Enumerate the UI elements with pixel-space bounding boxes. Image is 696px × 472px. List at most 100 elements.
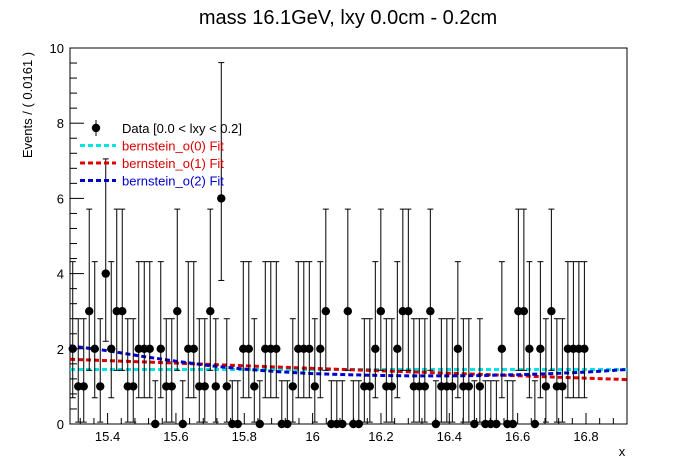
legend-label: Data [0.0 < lxy < 0.2] bbox=[122, 121, 242, 136]
data-point bbox=[426, 208, 435, 371]
data-marker bbox=[387, 382, 397, 391]
data-point bbox=[530, 380, 540, 429]
data-marker bbox=[222, 382, 231, 391]
data-point bbox=[134, 261, 143, 399]
legend-entry-fit-0: bernstein_o(0) Fit bbox=[80, 139, 224, 154]
data-marker bbox=[101, 269, 110, 278]
data-point bbox=[283, 380, 292, 429]
data-point bbox=[519, 208, 529, 371]
data-point bbox=[299, 261, 309, 399]
data-point bbox=[140, 261, 149, 399]
data-point bbox=[376, 208, 386, 371]
data-point bbox=[365, 318, 375, 423]
data-point bbox=[156, 261, 165, 399]
data-point bbox=[492, 380, 501, 429]
data-point bbox=[305, 261, 314, 399]
data-marker bbox=[464, 382, 474, 391]
data-point bbox=[233, 380, 242, 429]
data-point bbox=[261, 261, 270, 399]
data-point bbox=[541, 318, 551, 423]
data-marker bbox=[90, 344, 99, 353]
data-point bbox=[118, 208, 127, 371]
data-point bbox=[129, 318, 138, 423]
data-marker bbox=[365, 382, 375, 391]
data-point bbox=[514, 208, 523, 371]
x-tick-label: 15.8 bbox=[232, 429, 257, 444]
data-marker bbox=[475, 382, 485, 391]
y-tick-label: 4 bbox=[57, 267, 64, 282]
data-marker bbox=[404, 307, 413, 316]
data-marker bbox=[217, 194, 226, 203]
data-point bbox=[90, 261, 99, 399]
x-tick-label: 16 bbox=[305, 429, 319, 444]
data-point bbox=[404, 208, 413, 371]
data-marker bbox=[211, 382, 220, 391]
x-tick-label: 16.8 bbox=[573, 429, 598, 444]
plot-area: 15.4 15.6 15.8 16 16.2 16.4 16.6 16.8 0 2 4 6 8 10 bbox=[50, 41, 628, 444]
data-point bbox=[200, 318, 209, 423]
legend-entry-data: Data [0.0 < lxy < 0.2] bbox=[91, 120, 242, 136]
y-tick-label: 10 bbox=[50, 41, 64, 56]
data-marker bbox=[255, 419, 264, 429]
data-point bbox=[310, 318, 320, 423]
data-marker bbox=[156, 344, 165, 353]
data-point bbox=[244, 261, 253, 399]
data-marker bbox=[173, 307, 182, 316]
data-marker bbox=[250, 382, 259, 391]
data-marker bbox=[536, 344, 545, 353]
data-point bbox=[453, 261, 463, 399]
data-marker bbox=[68, 344, 77, 353]
data-marker bbox=[420, 382, 430, 391]
data-point bbox=[222, 318, 231, 423]
data-point bbox=[294, 261, 303, 399]
data-point bbox=[387, 318, 397, 423]
data-marker bbox=[338, 419, 347, 429]
y-tick-label: 2 bbox=[57, 342, 64, 357]
data-point bbox=[371, 261, 380, 399]
data-point bbox=[536, 261, 545, 399]
data-marker bbox=[497, 344, 507, 353]
data-marker bbox=[129, 382, 138, 391]
data-point bbox=[167, 318, 176, 423]
data-marker bbox=[525, 344, 534, 353]
legend-entry-fit-1: bernstein_o(1) Fit bbox=[80, 156, 224, 171]
data-point bbox=[464, 318, 474, 423]
x-tick-label: 16.6 bbox=[505, 429, 530, 444]
data-marker bbox=[206, 307, 215, 316]
legend-entry-fit-2: bernstein_o(2) Fit bbox=[80, 174, 224, 189]
data-point bbox=[431, 380, 441, 429]
data-point bbox=[178, 380, 187, 429]
data-point bbox=[184, 261, 193, 399]
data-point bbox=[547, 208, 556, 371]
data-point bbox=[420, 318, 430, 423]
y-tick-label: 8 bbox=[57, 116, 64, 131]
y-tick-label: 0 bbox=[57, 417, 64, 432]
data-marker bbox=[530, 419, 540, 429]
data-marker bbox=[107, 344, 116, 353]
data-marker bbox=[151, 419, 160, 429]
data-point bbox=[255, 380, 264, 429]
data-marker bbox=[233, 419, 242, 429]
data-marker bbox=[371, 344, 380, 353]
data-point bbox=[79, 318, 88, 423]
data-marker bbox=[145, 344, 154, 353]
x-tick-label: 16.2 bbox=[368, 429, 393, 444]
y-tick-label: 6 bbox=[57, 191, 64, 206]
chart-title: mass 16.1GeV, lxy 0.0cm - 0.2cm bbox=[199, 7, 497, 29]
data-marker bbox=[167, 382, 176, 391]
data-marker bbox=[376, 307, 386, 316]
data-point bbox=[563, 261, 573, 399]
data-marker bbox=[200, 382, 209, 391]
y-axis-label: Events / ( 0.0161 ) bbox=[20, 52, 35, 158]
data-marker bbox=[79, 382, 88, 391]
data-marker bbox=[96, 382, 105, 391]
data-point bbox=[107, 261, 116, 399]
data-marker bbox=[189, 344, 198, 353]
data-marker bbox=[244, 344, 253, 353]
x-axis-label: x bbox=[619, 444, 626, 459]
data-point bbox=[508, 380, 518, 429]
data-point bbox=[343, 208, 353, 371]
data-point bbox=[354, 380, 364, 429]
plot-frame bbox=[69, 47, 628, 425]
